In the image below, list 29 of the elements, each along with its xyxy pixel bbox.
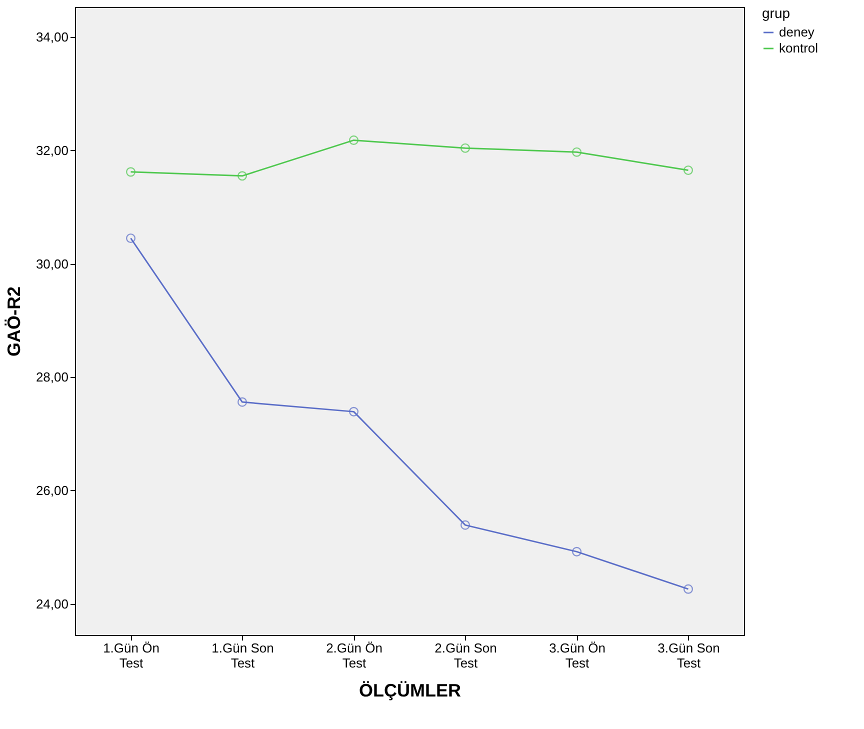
y-tick-label: 24,00 <box>36 596 68 612</box>
point <box>237 397 248 407</box>
x-tick-label: 3.Gün Ön Test <box>549 640 606 670</box>
point <box>572 546 582 556</box>
y-tick-label: 34,00 <box>36 30 68 45</box>
point <box>460 143 470 153</box>
point <box>683 584 694 594</box>
legend-title: grup <box>762 5 790 21</box>
point <box>348 406 359 416</box>
x-axis-title: ÖLÇÜMLER <box>359 680 461 700</box>
x-tick-label: 2.Gün Son Test <box>434 640 497 670</box>
point <box>237 171 248 181</box>
point <box>348 135 359 145</box>
point <box>683 165 694 176</box>
y-tick-label: 32,00 <box>36 142 68 158</box>
y-tick-label: 26,00 <box>36 482 68 498</box>
x-tick-label: 2.Gün Ön Test <box>326 640 382 670</box>
x-tick-label: 3.Gün Son Test <box>658 640 720 670</box>
y-axis-title: GAÖ-R2 <box>4 286 24 357</box>
x-tick-label: 1.Gün Ön Test <box>103 640 160 670</box>
legend-label: deney <box>779 24 815 40</box>
point <box>572 147 582 157</box>
point <box>126 167 136 177</box>
point <box>126 233 136 244</box>
legend-label: kontrol <box>779 40 818 56</box>
point <box>460 520 470 530</box>
x-tick-label: 1.Gün Son Test <box>212 640 274 670</box>
y-tick-label: 28,00 <box>36 370 68 385</box>
y-tick-label: 30,00 <box>36 256 68 272</box>
